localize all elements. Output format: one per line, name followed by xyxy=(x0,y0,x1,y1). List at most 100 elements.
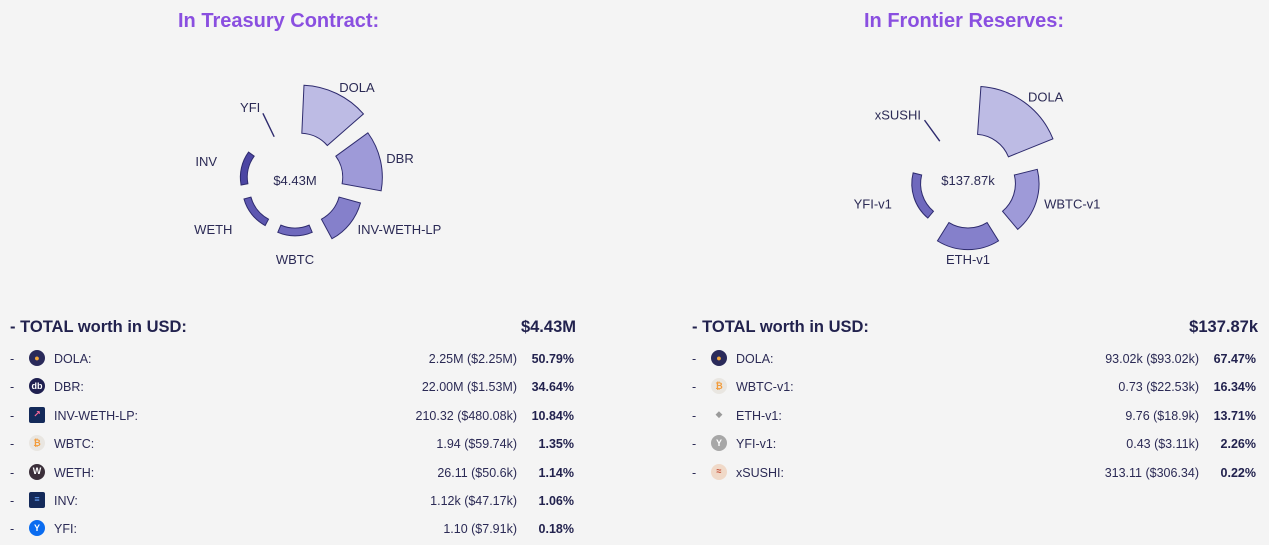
pie-slice-dbr[interactable]: DBR xyxy=(335,132,414,192)
frontier-total-row: - TOTAL worth in USD: $137.87k xyxy=(692,318,1258,340)
asset-percent: 1.35% xyxy=(538,437,574,452)
pie-slice-shape[interactable] xyxy=(301,84,365,147)
treasury-title: In Treasury Contract: xyxy=(178,10,380,32)
asset-name: YFI: xyxy=(54,522,77,537)
row-dash: - xyxy=(10,380,15,395)
slice-label: WBTC xyxy=(276,252,314,267)
asset-name: DOLA: xyxy=(54,352,92,366)
table-row: - ↗ INV-WETH-LP: 210.32 ($480.08k) 10.84% xyxy=(10,403,576,431)
center-total-label: $4.43M xyxy=(273,173,316,188)
pie-slice-shape[interactable] xyxy=(923,119,941,142)
pie-slice-shape[interactable] xyxy=(277,224,313,237)
weth-icon: W xyxy=(29,463,45,480)
pie-slice-shape[interactable] xyxy=(320,196,362,240)
asset-percent: 34.64% xyxy=(531,380,574,395)
asset-name: WBTC: xyxy=(54,437,95,452)
asset-name: INV-WETH-LP: xyxy=(54,408,139,423)
asset-amount: 0.43 ($3.11k) xyxy=(1126,437,1199,452)
pie-slice-inv-weth-lp[interactable]: INV-WETH-LP xyxy=(320,196,442,240)
pie-slice-shape[interactable] xyxy=(1001,168,1040,231)
asset-percent: 13.71% xyxy=(1213,408,1256,423)
inv-weth-lp-icon: ↗ xyxy=(29,406,45,423)
asset-name: DBR: xyxy=(54,380,84,395)
pie-slice-shape[interactable] xyxy=(262,113,275,138)
pie-slice-wbtc[interactable]: WBTC xyxy=(276,224,314,267)
row-dash: - xyxy=(692,380,697,395)
asset-name: WETH: xyxy=(54,465,95,480)
wbtc-icon: ₿ xyxy=(29,435,45,452)
asset-name: DOLA: xyxy=(736,352,774,366)
asset-name: ETH-v1: xyxy=(736,408,782,423)
asset-amount: 313.11 ($306.34) xyxy=(1104,465,1199,480)
yfi-icon: Y xyxy=(29,520,45,537)
asset-percent: 1.06% xyxy=(538,493,574,508)
asset-amount: 210.32 ($480.08k) xyxy=(415,408,517,423)
row-dash: - xyxy=(10,437,15,452)
dola-icon: ● xyxy=(711,350,727,366)
row-dash: - xyxy=(692,437,697,452)
slice-label: INV-WETH-LP xyxy=(358,222,442,237)
pie-slice-shape[interactable] xyxy=(239,151,255,186)
table-row: - ◆ ETH-v1: 9.76 ($18.9k) 13.71% xyxy=(692,403,1258,431)
pie-slice-weth[interactable]: WETH xyxy=(194,196,270,237)
row-dash: - xyxy=(10,465,15,480)
pie-slice-wbtc-v1[interactable]: WBTC-v1 xyxy=(1001,168,1101,231)
table-row: - ₿ WBTC-v1: 0.73 ($22.53k) 16.34% xyxy=(692,374,1258,402)
asset-name: xSUSHI: xyxy=(736,465,784,480)
asset-percent: 10.84% xyxy=(531,408,574,423)
treasury-total-row: - TOTAL worth in USD: $4.43M xyxy=(10,318,576,340)
table-row: - ● DOLA: 2.25M ($2.25M) 50.79% xyxy=(10,346,576,374)
pie-slice-shape[interactable] xyxy=(911,172,935,219)
pie-slice-dola[interactable]: DOLA xyxy=(977,85,1064,158)
dbr-icon: db xyxy=(29,378,45,395)
slice-label: DBR xyxy=(386,151,413,166)
pie-slice-yfi-v1[interactable]: YFI-v1 xyxy=(854,172,935,219)
asset-percent: 0.18% xyxy=(538,522,574,537)
slice-label: DOLA xyxy=(339,80,375,95)
asset-percent: 1.14% xyxy=(538,465,574,480)
pie-slice-xsushi[interactable]: xSUSHI xyxy=(875,107,941,142)
row-dash: - xyxy=(10,522,15,537)
dola-icon: ● xyxy=(29,350,45,366)
total-value: $137.87k xyxy=(1189,318,1258,336)
frontier-title: In Frontier Reserves: xyxy=(864,10,1065,32)
asset-amount: 22.00M ($1.53M) xyxy=(421,380,517,395)
xsushi-icon: ≈ xyxy=(711,463,727,480)
pie-slice-shape[interactable] xyxy=(977,85,1054,158)
eth-icon: ◆ xyxy=(715,409,723,420)
pie-slice-inv[interactable]: INV xyxy=(195,151,255,186)
slice-label: xSUSHI xyxy=(875,107,921,122)
table-row: - ₿ WBTC: 1.94 ($59.74k) 1.35% xyxy=(10,431,576,459)
pie-slice-shape[interactable] xyxy=(335,132,383,192)
pie-slice-eth-v1[interactable]: ETH-v1 xyxy=(936,221,1000,267)
slice-label: YFI xyxy=(240,100,260,115)
row-dash: - xyxy=(10,408,15,423)
row-dash: - xyxy=(10,352,15,366)
total-value: $4.43M xyxy=(520,318,576,336)
treasury-pie-chart: DOLA DBR INV-WETH-LP WBTC WETH INV YFI $4.43M xyxy=(194,80,442,267)
yfi-v1-icon: Y xyxy=(711,435,727,452)
pie-slice-yfi[interactable]: YFI xyxy=(240,100,275,138)
table-row: - Y YFI-v1: 0.43 ($3.11k) 2.26% xyxy=(692,431,1258,459)
table-row: - db DBR: 22.00M ($1.53M) 34.64% xyxy=(10,374,576,402)
total-label: - TOTAL worth in USD: xyxy=(10,318,187,336)
asset-amount: 26.11 ($50.6k) xyxy=(437,465,517,480)
asset-percent: 16.34% xyxy=(1213,380,1256,395)
asset-amount: 2.25M ($2.25M) xyxy=(428,352,517,366)
asset-amount: 9.76 ($18.9k) xyxy=(1125,408,1199,423)
slice-label: INV xyxy=(195,154,217,169)
frontier-asset-list: - ● DOLA: 93.02k ($93.02k) 67.47% - ₿ WBTC-v1: 0… xyxy=(692,346,1258,488)
pie-slice-dola[interactable]: DOLA xyxy=(301,80,375,147)
pie-slice-shape[interactable] xyxy=(936,221,1000,251)
table-row: - W WETH: 26.11 ($50.6k) 1.14% xyxy=(10,460,576,488)
pie-slice-shape[interactable] xyxy=(243,196,270,227)
asset-percent: 50.79% xyxy=(531,352,574,366)
slice-label: DOLA xyxy=(1028,89,1064,104)
table-row: - ≡ INV: 1.12k ($47.17k) 1.06% xyxy=(10,488,576,516)
slice-label: YFI-v1 xyxy=(854,197,892,212)
asset-amount: 93.02k ($93.02k) xyxy=(1105,352,1199,366)
table-row: - Y YFI: 1.10 ($7.91k) 0.18% xyxy=(10,516,576,544)
asset-name: INV: xyxy=(54,493,78,508)
treasury-asset-list: - ● DOLA: 2.25M ($2.25M) 50.79% - db DBR: 22.00M… xyxy=(10,346,576,545)
center-total-label: $137.87k xyxy=(941,173,995,188)
